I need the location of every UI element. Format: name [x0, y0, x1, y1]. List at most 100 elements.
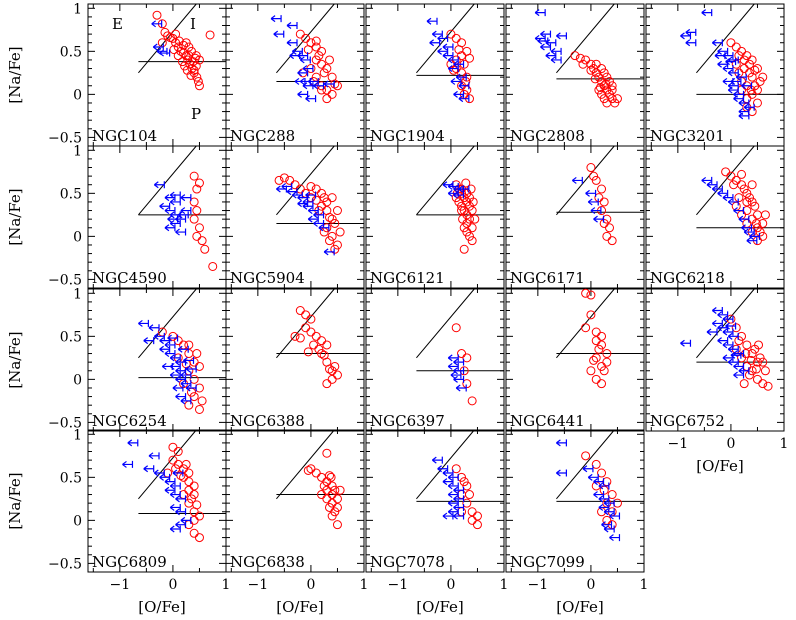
upper-limit-arrow [711, 185, 723, 193]
upper-limit-arrow [601, 521, 613, 529]
upper-limit-arrow [458, 185, 470, 193]
upper-limit-arrow [587, 198, 599, 206]
y-axis-label: [Na/Fe] [6, 331, 24, 388]
detection-point [182, 65, 192, 75]
detection-point [578, 59, 588, 69]
upper-limit-arrow [180, 371, 192, 379]
upper-limit-arrow [735, 73, 747, 81]
detection-point [467, 507, 477, 517]
x-tick-label: −1 [668, 436, 689, 452]
upper-limit-arrow [305, 191, 317, 199]
detection-point [752, 85, 762, 95]
detection-point [330, 244, 340, 254]
panel-name: NGC6441 [510, 412, 585, 430]
upper-limit-arrow [169, 198, 181, 206]
x-tick-label: 0 [168, 577, 177, 593]
detection-point [751, 364, 761, 374]
upper-limit-arrow [437, 47, 449, 55]
region-boundary-line [416, 145, 475, 216]
y-tick-label: −0.5 [48, 556, 82, 572]
detection-point [180, 61, 190, 71]
upper-limit-arrow [550, 56, 562, 64]
detection-point [599, 94, 609, 104]
upper-limit-arrow [711, 39, 723, 47]
upper-limit-arrow [743, 228, 755, 236]
detection-point [750, 201, 760, 211]
detection-point [177, 57, 187, 67]
panel-ngc6838: NGC6838 −1 0 1 [O/Fe] [225, 429, 368, 616]
detection-point [274, 175, 284, 185]
upper-limit-arrow [169, 371, 181, 379]
panel-frame [87, 145, 227, 289]
panel-name: NGC5904 [230, 269, 305, 287]
detection-point [332, 370, 342, 380]
detection-point [454, 45, 464, 55]
detection-point [465, 231, 474, 241]
y-tick-label: 0.5 [60, 329, 82, 345]
upper-limit-arrow [722, 194, 734, 202]
upper-limit-arrow [313, 211, 325, 219]
y-tick-label: −0.5 [48, 130, 82, 146]
region-boundary-line [556, 429, 615, 500]
upper-limit-arrow [453, 90, 465, 98]
detection-point [607, 490, 617, 500]
detection-point [599, 366, 609, 376]
upper-limit-arrow [727, 332, 739, 340]
upper-limit-arrow [556, 469, 567, 477]
panel-name: NGC104 [92, 127, 157, 145]
detection-point [189, 528, 199, 538]
upper-limit-arrow [169, 219, 181, 227]
upper-limit-arrow [722, 341, 734, 349]
detection-point [754, 340, 764, 350]
detection-point [290, 331, 300, 341]
panel-name: NGC6254 [92, 412, 167, 430]
detection-point [200, 244, 210, 254]
detection-point [734, 193, 744, 203]
detection-point [184, 468, 194, 478]
detection-point [189, 490, 199, 500]
upper-limit-arrow [437, 34, 449, 42]
panel-name: NGC7099 [510, 553, 585, 571]
detection-point [194, 404, 204, 414]
upper-limit-arrow [175, 508, 187, 516]
upper-limit-arrow [585, 189, 597, 197]
upper-limit-arrow [725, 58, 737, 66]
upper-limit-arrow [323, 248, 335, 256]
detection-point [462, 227, 472, 237]
upper-limit-arrow [180, 194, 192, 202]
y-tick-label: 0 [73, 372, 82, 388]
upper-limit-arrow [447, 473, 459, 481]
detection-point [303, 465, 313, 475]
y-tick-label: 1 [73, 286, 82, 302]
detection-point [591, 336, 601, 346]
detection-point [314, 51, 324, 61]
detection-point [322, 448, 332, 458]
upper-limit-arrow [164, 341, 176, 349]
upper-limit-arrow [714, 52, 726, 60]
detection-point [152, 10, 162, 20]
panel-ngc6441: NGC6441 [505, 288, 645, 432]
detection-point [597, 331, 607, 341]
upper-limit-arrow [453, 512, 465, 520]
detection-point [459, 477, 469, 487]
upper-limit-arrow [680, 32, 692, 40]
upper-limit-arrow [180, 207, 192, 215]
upper-limit-arrow [175, 228, 187, 236]
region-boundary-line [276, 3, 335, 74]
upper-limit-arrow [289, 52, 301, 60]
detection-point [602, 349, 612, 359]
upper-limit-arrow [738, 215, 750, 223]
upper-limit-arrow [458, 82, 470, 90]
upper-limit-arrow [556, 439, 567, 447]
detection-point [322, 379, 332, 389]
panel-name: NGC288 [230, 127, 295, 145]
upper-limit-arrow [318, 224, 330, 232]
detection-point [189, 392, 199, 402]
detection-point [467, 223, 477, 233]
region-label-e: E [112, 15, 123, 33]
upper-limit-arrow [749, 232, 761, 240]
upper-limit-arrow [313, 82, 325, 90]
upper-limit-arrow [447, 65, 459, 73]
detection-point [319, 481, 329, 491]
x-tick-label: 1 [640, 577, 649, 593]
